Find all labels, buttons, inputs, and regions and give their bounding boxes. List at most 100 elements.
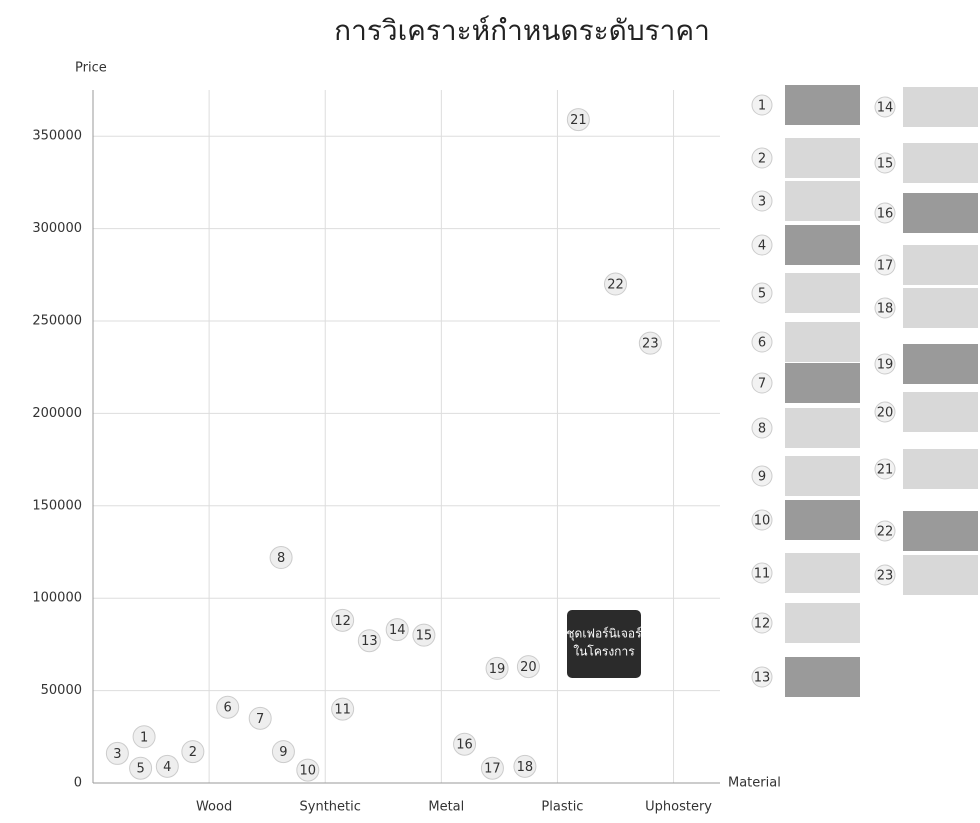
thumbnail-number: 20 <box>877 406 894 421</box>
x-tick-label: Metal <box>428 800 464 815</box>
thumbnail-badge <box>751 465 773 487</box>
point-label: 5 <box>136 762 144 777</box>
point <box>604 272 627 296</box>
y-tick-label: 150000 <box>32 498 82 513</box>
thumbnail-image <box>903 449 978 489</box>
y-tick-label: 0 <box>74 776 82 791</box>
thumbnail-number: 13 <box>754 671 771 686</box>
thumbnail-image <box>903 511 978 551</box>
point-label: 11 <box>334 703 351 718</box>
point-label: 21 <box>570 113 587 128</box>
thumbnail-badge <box>874 96 896 118</box>
thumbnail-badge <box>874 520 896 542</box>
thumbnail-badge <box>751 147 773 169</box>
point <box>155 754 179 778</box>
point <box>105 741 129 765</box>
thumbnail-image <box>785 603 860 643</box>
point <box>129 756 153 780</box>
thumbnail-image <box>903 143 978 183</box>
thumbnail-badge <box>874 297 896 319</box>
point-label: 12 <box>334 614 351 629</box>
point-label: 6 <box>224 701 232 716</box>
thumbnail-image <box>785 273 860 313</box>
y-tick-label: 50000 <box>41 683 82 698</box>
point-label: 3 <box>113 747 121 762</box>
thumbnail-number: 16 <box>877 207 894 222</box>
thumbnail-number: 9 <box>758 470 766 485</box>
annotation-box <box>567 610 641 678</box>
thumbnail-number: 5 <box>758 287 766 302</box>
point <box>516 655 540 679</box>
point <box>216 695 240 719</box>
point-label: 19 <box>489 662 506 677</box>
thumbnail-image <box>785 85 860 125</box>
thumbnail-image <box>785 657 860 697</box>
thumbnail-badge <box>874 401 896 423</box>
x-axis-label: Material <box>728 776 781 791</box>
thumbnail-badge <box>874 202 896 224</box>
thumbnail-image <box>785 500 860 540</box>
annotation: ในโครงการ <box>573 645 635 659</box>
annotation: ชุดเฟอร์นิเจอร์ <box>566 627 642 642</box>
point <box>566 108 590 132</box>
point-label: 7 <box>256 712 264 727</box>
thumbnail-image <box>785 322 860 362</box>
thumbnail-badge <box>751 282 773 304</box>
thumbnail-number: 23 <box>877 569 894 584</box>
x-tick-label: Synthetic <box>300 800 361 815</box>
point-label: 14 <box>389 623 406 638</box>
thumbnail-badge <box>751 234 773 256</box>
point-label: 22 <box>607 278 624 293</box>
y-tick-label: 350000 <box>32 129 82 144</box>
thumbnail-badge <box>751 372 773 394</box>
point-label: 13 <box>361 634 378 649</box>
point-label: 15 <box>416 629 433 644</box>
thumbnail-badge <box>874 353 896 375</box>
point <box>331 697 355 721</box>
thumbnail-number: 3 <box>758 195 766 210</box>
point-label: 1 <box>140 730 148 745</box>
thumbnail-image <box>903 344 978 384</box>
point <box>331 608 355 632</box>
point <box>357 629 381 653</box>
thumbnail-number: 7 <box>758 377 766 392</box>
point-label: 2 <box>189 745 197 760</box>
thumbnail-badge <box>751 666 773 688</box>
point <box>453 732 477 756</box>
y-tick-label: 200000 <box>32 406 82 421</box>
thumbnail-image <box>903 245 978 285</box>
thumbnail-number: 4 <box>758 239 766 254</box>
thumbnail-image <box>785 456 860 496</box>
x-tick-label: Plastic <box>541 800 583 815</box>
thumbnail-number: 21 <box>877 463 894 478</box>
thumbnail-number: 19 <box>877 358 894 373</box>
point <box>485 656 509 680</box>
point-label: 17 <box>484 762 501 777</box>
thumbnail-image <box>785 408 860 448</box>
point <box>248 706 272 730</box>
thumbnail-image <box>903 193 978 233</box>
thumbnail-number: 15 <box>877 157 894 172</box>
point-label: 20 <box>520 660 537 675</box>
point-label: 16 <box>456 738 473 753</box>
point <box>296 758 320 782</box>
point <box>638 331 662 355</box>
y-tick-label: 250000 <box>32 314 82 329</box>
thumbnail-badge <box>751 331 773 353</box>
thumbnail-number: 11 <box>754 567 771 582</box>
thumbnail-number: 18 <box>877 302 894 317</box>
thumbnail-number: 10 <box>754 514 771 529</box>
point <box>412 623 436 647</box>
thumbnail-number: 2 <box>758 152 766 167</box>
point <box>271 740 295 764</box>
point <box>385 618 409 642</box>
thumbnail-badge <box>751 562 773 584</box>
thumbnail-image <box>785 181 860 221</box>
point-label: 10 <box>300 764 317 779</box>
chart-title: การวิเคราะห์กำหนดระดับราคา <box>334 14 710 47</box>
thumbnail-number: 12 <box>754 617 771 632</box>
point <box>513 754 537 778</box>
thumbnail-image <box>785 363 860 403</box>
thumbnail-image <box>785 553 860 593</box>
